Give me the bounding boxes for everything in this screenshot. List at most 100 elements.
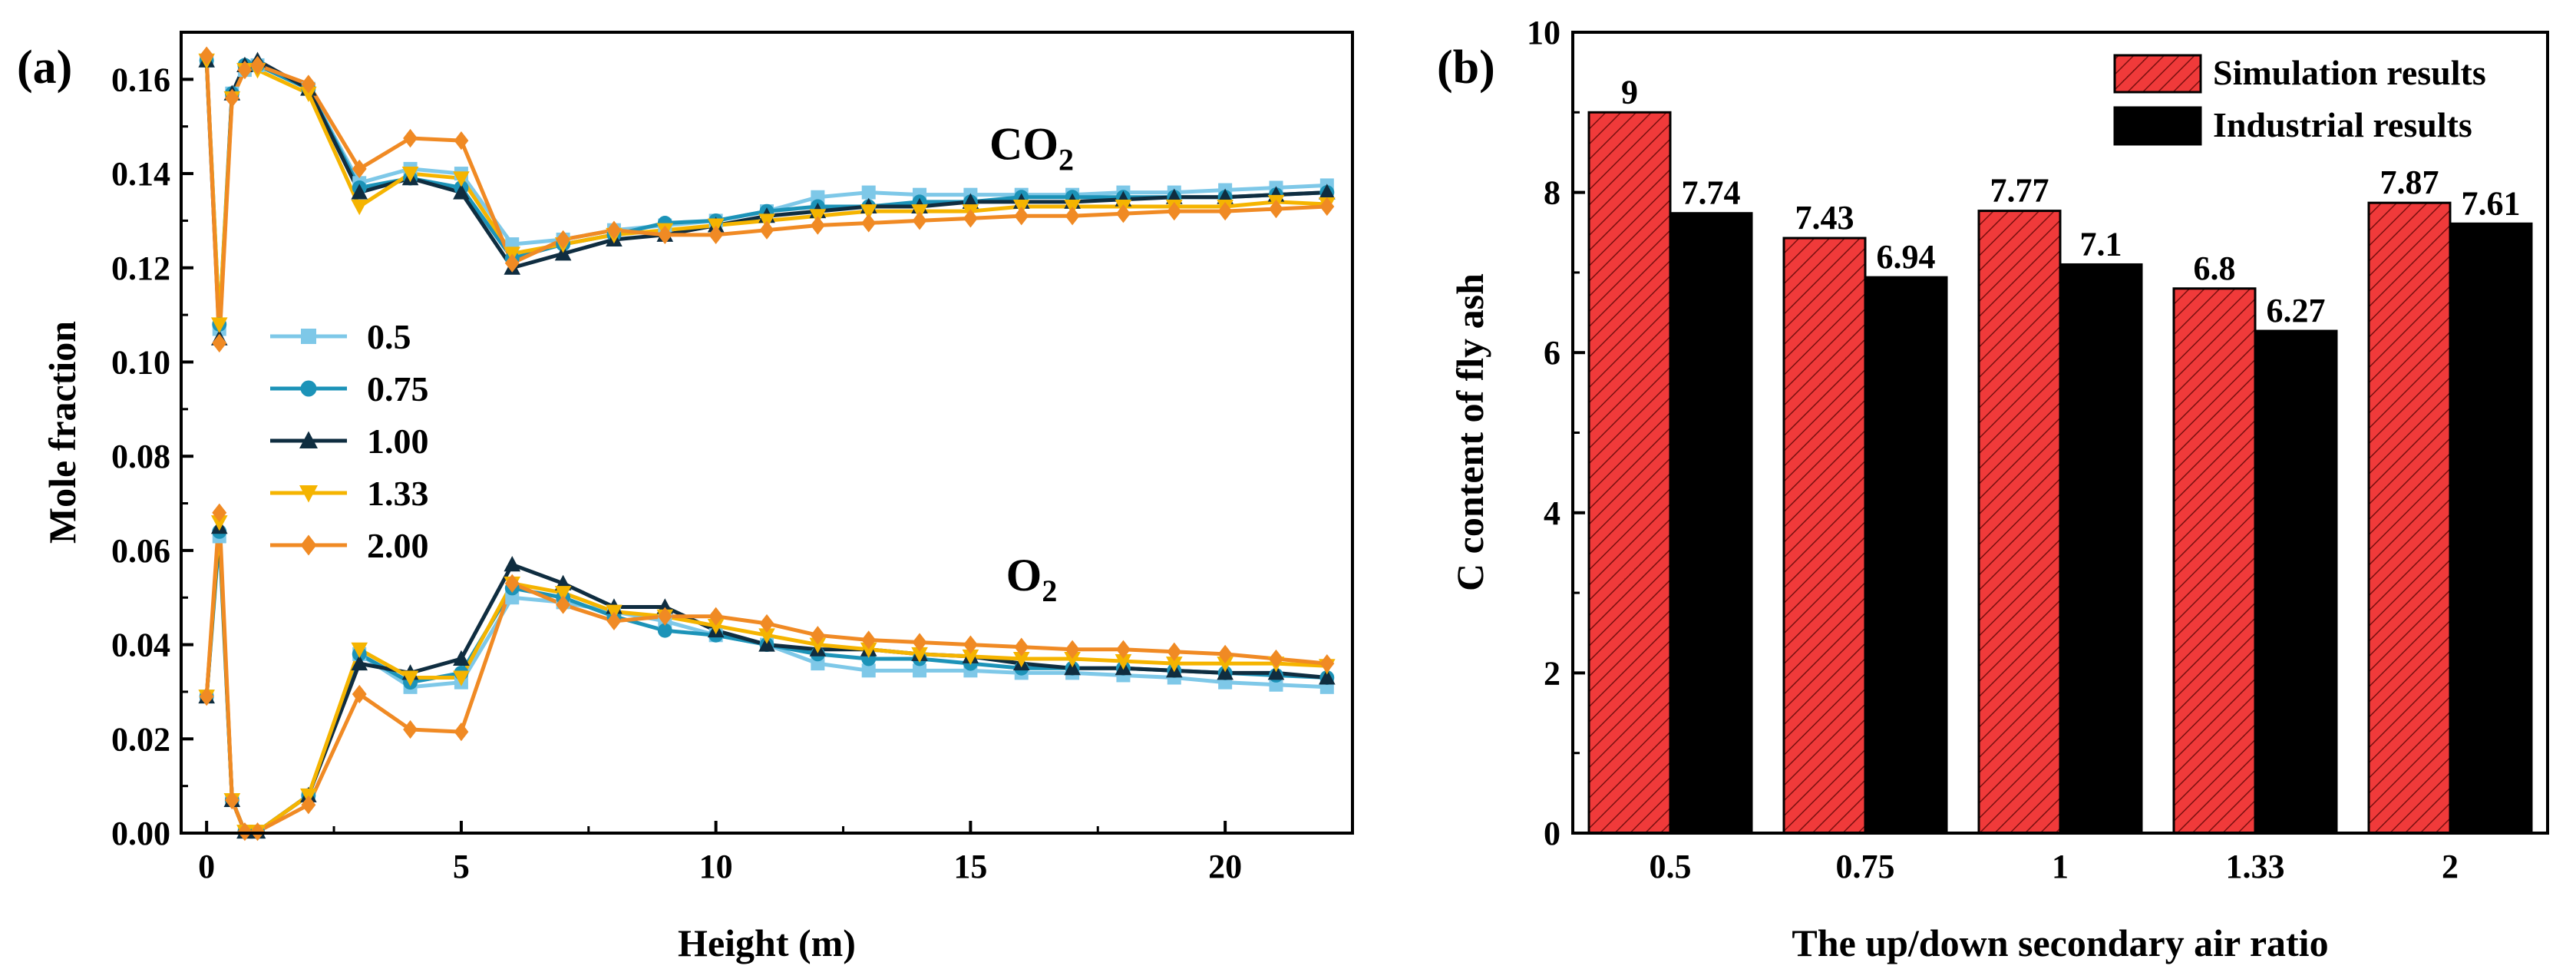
panel-b-plot-frame — [1571, 31, 2549, 835]
bar-industrial — [1669, 212, 1753, 835]
data-point — [403, 128, 418, 148]
bar-simulation — [1587, 111, 1672, 835]
data-label: 7.43 — [1795, 199, 1854, 236]
data-point — [401, 670, 419, 686]
y-tick-label: 0.04 — [111, 627, 170, 664]
data-point — [212, 333, 227, 353]
data-point — [1217, 644, 1233, 664]
data-point — [860, 642, 877, 658]
data-point — [1012, 651, 1030, 668]
data-point — [810, 216, 825, 235]
data-label: 6.94 — [1877, 238, 1936, 276]
series-line-O2-0.75 — [204, 529, 1327, 833]
panel-a-annotations: CO2 O2 — [989, 119, 1074, 608]
legend-entry: 2.00 — [367, 526, 429, 565]
legend-swatch-marker — [300, 380, 317, 397]
y-tick-label: 0.06 — [111, 532, 170, 570]
data-label: 6.8 — [2194, 250, 2236, 287]
data-point — [861, 663, 876, 678]
data-point — [300, 86, 317, 103]
data-point — [351, 184, 368, 200]
data-point — [606, 220, 622, 240]
data-point — [250, 55, 265, 75]
data-point — [708, 225, 724, 244]
panel-b-x-axis-label: The up/down secondary air ratio — [1792, 921, 2328, 964]
x-tick-label: 10 — [699, 848, 733, 885]
bar-simulation — [2172, 287, 2257, 835]
data-point — [759, 220, 774, 240]
bar-industrial — [2449, 222, 2533, 835]
data-point — [861, 213, 877, 233]
data-label: 7.77 — [1990, 172, 2049, 210]
bar-industrial — [2254, 329, 2338, 835]
data-point — [912, 633, 927, 652]
data-label: 7.87 — [2380, 164, 2439, 201]
x-tick-label: 0.5 — [1650, 848, 1692, 885]
legend-swatch-marker — [300, 534, 317, 556]
legend-entry: 1.33 — [367, 474, 429, 513]
data-point — [707, 619, 725, 635]
y-tick-label: 0.10 — [111, 343, 170, 381]
panel-a-label: (a) — [17, 41, 72, 94]
panel-b-y-axis-label: C content of fly ash — [1448, 273, 1491, 591]
panel-a-y-axis-label: Mole fraction — [41, 321, 84, 544]
data-point — [556, 230, 571, 250]
panel-a-legend: 0.5 0.75 1.00 1.33 2.00 — [270, 317, 429, 565]
panel-b-data-labels: 9 7.74 7.43 6.94 7.77 7.1 6.8 6.27 7.87 7.61 — [1621, 73, 2521, 329]
data-point — [454, 722, 469, 742]
data-point — [708, 607, 724, 626]
y-tick-label: 0.08 — [111, 438, 170, 475]
data-point — [759, 614, 774, 633]
data-point — [453, 171, 470, 187]
bar-industrial — [2059, 263, 2143, 835]
panel-a-line-chart: (a) 0 5 10 15 20 0.00 0.02 0.04 0.06 0.08 0.10 0.12… — [17, 31, 1354, 964]
data-label: 7.61 — [2462, 184, 2521, 222]
bar-industrial — [1864, 276, 1948, 835]
y-tick-label: 0.16 — [111, 61, 170, 98]
legend-swatch-marker — [299, 431, 318, 448]
x-tick-label: 1.33 — [2226, 848, 2285, 885]
data-point — [1269, 199, 1283, 219]
panel-a-axes: 0 5 10 15 20 0.00 0.02 0.04 0.06 0.08 0.10 0.12 0.14… — [111, 61, 1242, 885]
data-point — [1115, 654, 1132, 670]
data-point — [1014, 637, 1029, 657]
data-point — [504, 556, 521, 572]
panel-a-plot-frame — [180, 31, 1354, 835]
data-point — [453, 670, 470, 686]
series-line-O2-2.00 — [204, 511, 1328, 833]
series-line-CO2-2.00 — [204, 55, 1327, 346]
series-line-CO2-1.33 — [204, 60, 1327, 326]
panel-b-bar-chart: (b) 0 2 4 6 8 10 0.5 0.75 1 1.33 2 9 7.74 7.43 6.94 7.… — [1437, 14, 2549, 964]
data-point — [210, 515, 228, 531]
data-point — [1064, 651, 1081, 668]
data-point — [556, 595, 571, 614]
data-point — [237, 60, 253, 80]
panel-a-x-axis-label: Height (m) — [678, 921, 856, 964]
data-point — [1217, 201, 1233, 221]
data-point — [1167, 642, 1182, 661]
y-tick-label: 0 — [1544, 815, 1560, 852]
data-point — [1165, 657, 1183, 673]
bar-simulation — [1977, 210, 2062, 835]
data-point — [606, 611, 622, 631]
legend-swatch-marker — [301, 329, 316, 344]
legend-swatch — [2113, 106, 2202, 146]
y-tick-label: 10 — [1527, 14, 1560, 51]
data-point — [1319, 653, 1335, 673]
data-point — [199, 46, 214, 65]
data-point — [963, 209, 978, 228]
data-point — [1319, 197, 1335, 217]
data-point — [401, 167, 419, 183]
bar-simulation — [2367, 201, 2452, 835]
x-tick-label: 15 — [953, 848, 987, 885]
data-point — [199, 686, 214, 706]
data-point — [351, 642, 368, 658]
data-point — [1014, 207, 1029, 226]
legend-entry: 0.75 — [367, 369, 429, 408]
x-tick-label: 20 — [1208, 848, 1242, 885]
data-point — [453, 650, 470, 666]
x-tick-label: 0 — [198, 848, 215, 885]
gas-annotation: CO2 — [989, 119, 1074, 177]
data-label: 6.27 — [2267, 292, 2326, 329]
